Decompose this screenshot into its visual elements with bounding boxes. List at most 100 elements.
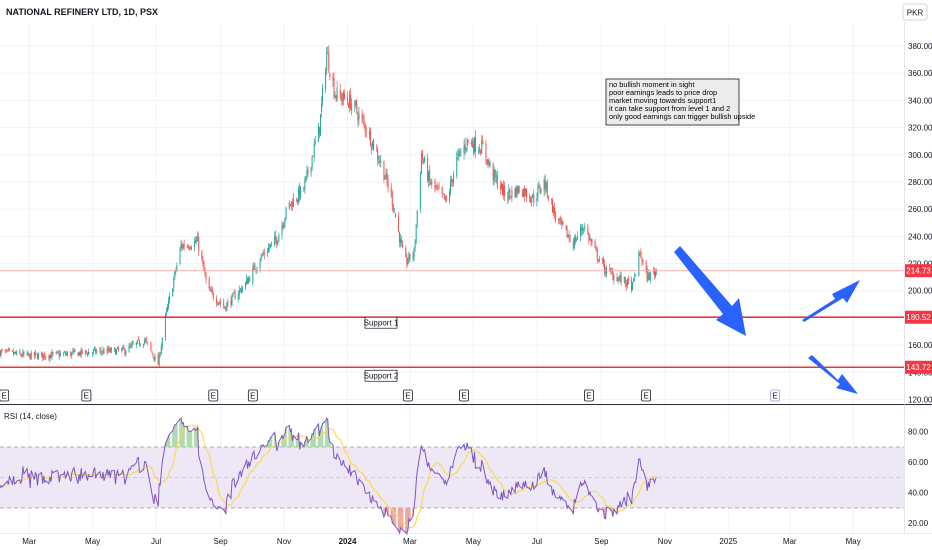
candle [627, 275, 629, 285]
arrows[interactable] [674, 246, 860, 394]
candle [59, 350, 61, 357]
candle [11, 349, 13, 353]
candle [182, 243, 184, 250]
price-axis[interactable]: 380.00 360.00 340.00 320.00 300.00 280.00 260.… [905, 42, 932, 405]
candle [561, 218, 563, 230]
earnings-e-icon[interactable]: E [459, 389, 469, 402]
rsi-overbought-fill [326, 419, 329, 448]
candle [580, 223, 582, 242]
candle [94, 346, 96, 352]
rsi-overbought-fill [311, 433, 313, 448]
rsi-overbought-fill [312, 434, 314, 448]
candle [172, 287, 174, 297]
candle [259, 257, 261, 273]
candle [48, 354, 50, 361]
candle [514, 187, 516, 199]
rsi-oversold-fill [404, 507, 407, 533]
rsi-oversold-fill [602, 507, 605, 512]
earnings-e-icon[interactable]: E [81, 389, 92, 402]
candle [306, 165, 308, 181]
candle [266, 247, 268, 257]
candle [173, 275, 175, 292]
candle [299, 182, 301, 203]
candle [329, 72, 331, 81]
candle [64, 350, 66, 353]
candle [211, 286, 213, 296]
candle [145, 337, 147, 344]
candle [260, 253, 262, 262]
candle [453, 170, 455, 187]
rsi-overbought-fill [319, 429, 322, 448]
time-axis[interactable]: Mar May Jul Sep Nov 2024 Mar May Jul Sep Nov 2025 Ma… [22, 537, 860, 546]
earnings-e-icon[interactable]: E [641, 389, 652, 402]
candle [472, 138, 474, 157]
earnings-e-icon[interactable]: E [402, 389, 413, 402]
candle [494, 169, 496, 183]
earnings-e-icon[interactable]: E [584, 389, 594, 402]
price-tick-label: 300.00 [908, 151, 932, 160]
candle [96, 348, 98, 355]
candle [616, 273, 618, 282]
rsi-oversold-fill [399, 507, 402, 528]
candle [632, 281, 634, 291]
candle [93, 348, 95, 355]
candle [118, 345, 120, 352]
candle [143, 343, 145, 349]
candle [239, 287, 241, 293]
candle [444, 195, 446, 203]
candle [179, 246, 181, 266]
rsi-overbought-fill [324, 420, 327, 448]
candle [656, 268, 658, 276]
candle [634, 272, 636, 282]
rsi-overbought-fill [188, 431, 191, 448]
earnings-e-icon[interactable]: E [208, 389, 219, 402]
candle [532, 193, 534, 199]
candle [355, 99, 357, 109]
rsi-oversold-fill [409, 507, 411, 522]
earnings-e-icon[interactable]: E [247, 389, 258, 402]
candle [81, 349, 83, 355]
arrow-down-small-icon [808, 355, 858, 394]
candle [4, 348, 6, 354]
candle [282, 222, 284, 231]
rsi-overbought-fill [183, 426, 185, 448]
support1-badge: 180.52 [905, 310, 932, 324]
candle [521, 188, 523, 198]
rsi-oversold-fill [398, 507, 401, 534]
candle [451, 175, 453, 187]
rsi-overbought-fill [182, 422, 184, 448]
candle [645, 259, 647, 274]
svg-text:E: E [1, 392, 6, 401]
rsi-overbought-fill [268, 440, 271, 448]
candle [503, 180, 505, 200]
rsi-overbought-fill [180, 418, 182, 448]
candle [560, 215, 562, 226]
earnings-e-icon[interactable]: E [770, 389, 781, 402]
candle [457, 149, 459, 160]
candle [387, 174, 389, 193]
rsi-overbought-fill [320, 426, 323, 448]
candle [613, 273, 615, 285]
svg-text:214.73: 214.73 [906, 267, 931, 276]
rsi-overbought-fill [307, 442, 309, 448]
currency-button[interactable]: PKR [902, 3, 928, 21]
rsi-overbought-fill [168, 433, 171, 448]
rsi-overbought-fill [267, 440, 270, 448]
candle [471, 137, 473, 148]
candle [391, 189, 393, 212]
candle [427, 153, 429, 183]
candle [587, 223, 589, 235]
candle [633, 277, 635, 283]
rsi-overbought-fill [262, 444, 265, 448]
candle [445, 194, 447, 203]
candle [253, 262, 255, 272]
time-tick-label: 2025 [719, 537, 737, 546]
candle [641, 256, 643, 266]
annotation-note[interactable]: no bullish moment in sight poor earnings… [605, 78, 755, 126]
candle [132, 340, 134, 345]
earnings-e-icon[interactable]: E [0, 389, 10, 402]
price-tick-label: 240.00 [908, 232, 932, 241]
candle [595, 245, 597, 252]
candle [158, 351, 160, 367]
